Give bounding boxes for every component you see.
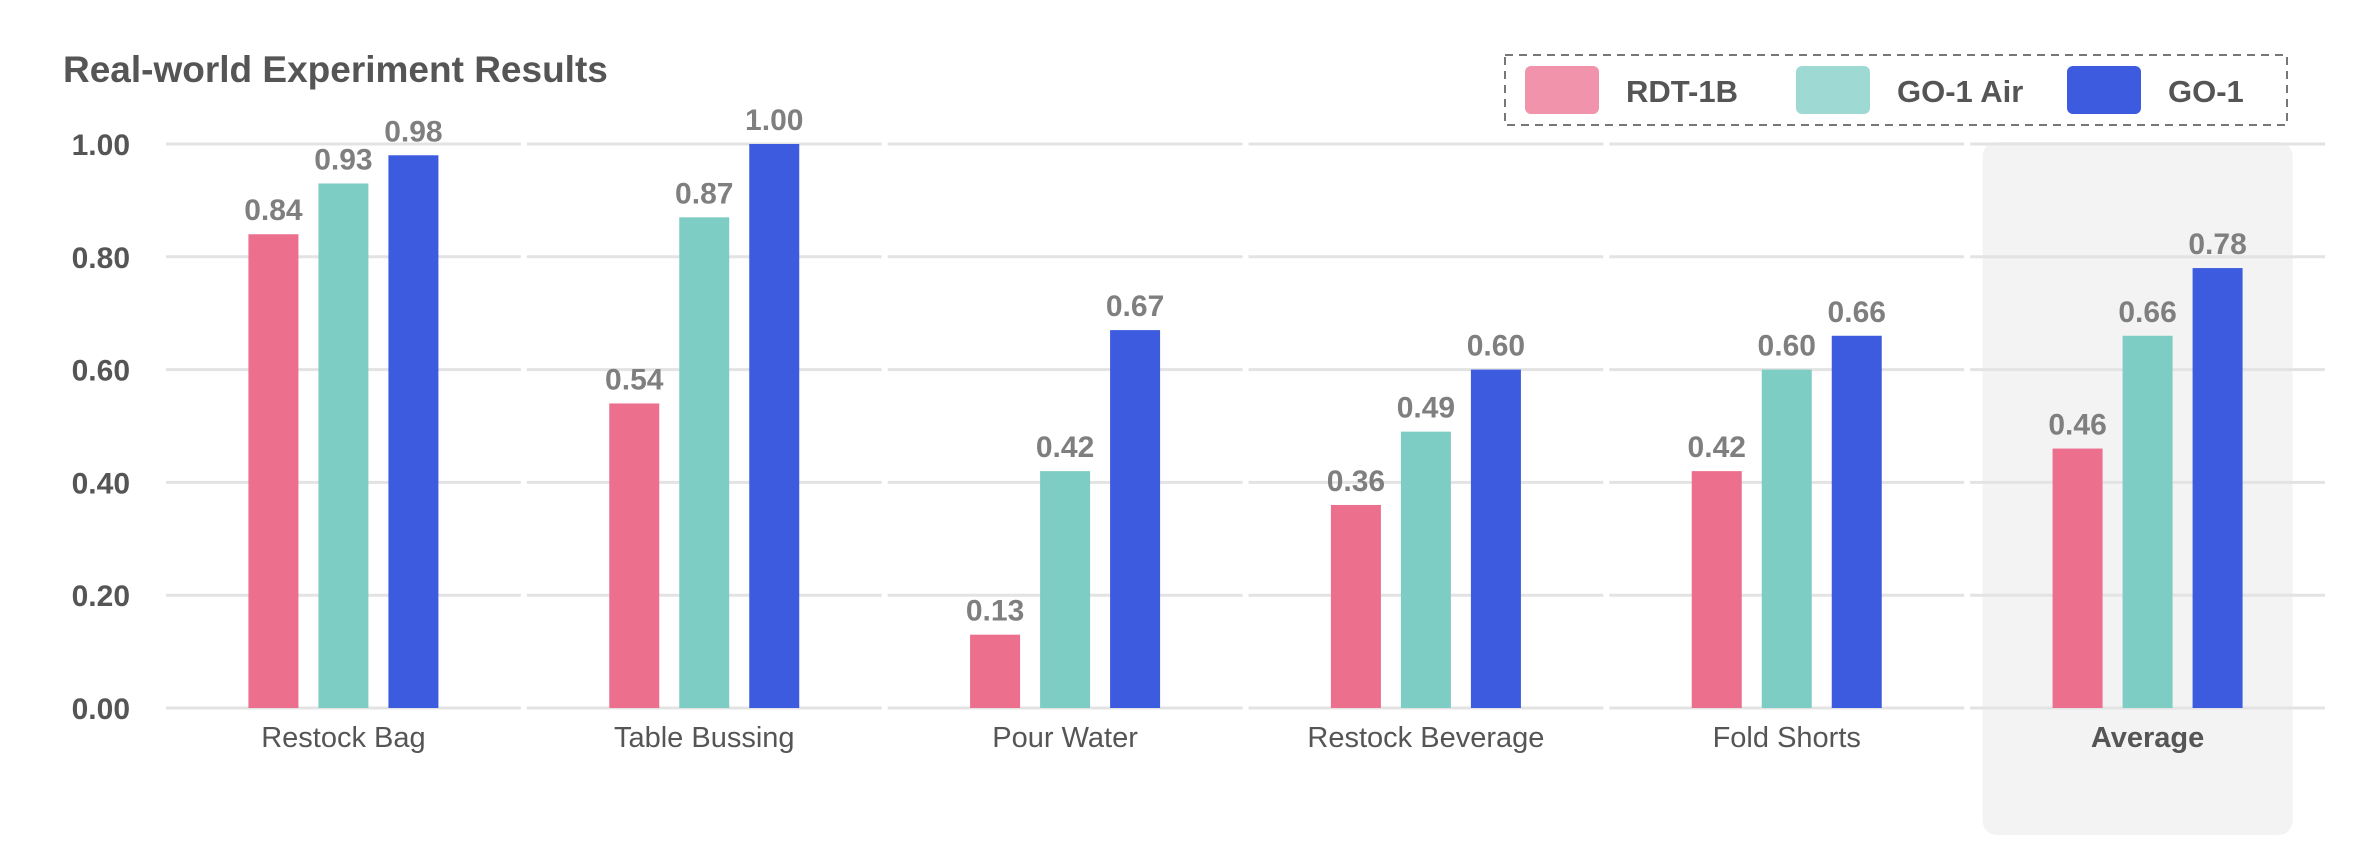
y-tick-label: 0.80 <box>72 242 130 275</box>
bar-rdt-1b <box>2052 448 2103 708</box>
x-tick-label: Pour Water <box>992 722 1138 754</box>
x-tick-label: Restock Bag <box>261 722 425 754</box>
x-tick-label: Table Bussing <box>614 722 795 754</box>
data-label: 0.78 <box>2188 228 2246 261</box>
x-tick-label: Restock Beverage <box>1307 722 1544 754</box>
y-tick-label: 0.20 <box>72 580 130 613</box>
data-label: 0.60 <box>1467 330 1525 363</box>
data-label: 0.42 <box>1688 431 1746 464</box>
data-label: 0.54 <box>605 363 664 396</box>
data-label: 0.66 <box>1828 296 1886 329</box>
legend: RDT-1B GO-1 Air GO-1 <box>1504 54 2288 126</box>
data-label: 0.60 <box>1758 330 1816 363</box>
bar-rdt-1b <box>970 634 1021 708</box>
legend-label: GO-1 Air <box>1897 74 2023 109</box>
data-label: 0.42 <box>1036 431 1094 464</box>
bar-rdt-1b <box>248 234 299 709</box>
data-label: 0.87 <box>675 177 733 210</box>
legend-swatch <box>1796 66 1870 114</box>
y-tick-label: 0.40 <box>72 467 130 500</box>
legend-swatch <box>2067 66 2141 114</box>
data-label: 0.66 <box>2118 296 2176 329</box>
bar-rdt-1b <box>609 403 660 708</box>
data-label: 0.36 <box>1327 465 1385 498</box>
bar-go-1-air <box>679 217 730 708</box>
data-label: 0.46 <box>2048 409 2106 442</box>
y-tick-label: 0.00 <box>72 693 130 726</box>
legend-border <box>1504 54 2288 126</box>
bar-go-1-air <box>1761 369 1812 708</box>
bar-go-1-air <box>318 183 369 709</box>
x-tick-label: Fold Shorts <box>1713 722 1861 754</box>
y-tick-label: 0.60 <box>72 355 130 388</box>
bar-go-1-air <box>2122 335 2173 708</box>
legend-label: RDT-1B <box>1626 74 1738 109</box>
data-label: 1.00 <box>745 104 803 137</box>
bar-go-1-air <box>1400 431 1451 708</box>
chart-title: Real-world Experiment Results <box>63 49 608 90</box>
bar-go-1 <box>749 144 800 708</box>
bar-rdt-1b <box>1330 504 1381 708</box>
bar-rdt-1b <box>1691 471 1742 708</box>
data-label: 0.84 <box>244 194 303 227</box>
legend-swatch <box>1525 66 1599 114</box>
data-label: 0.49 <box>1397 392 1455 425</box>
data-label: 0.13 <box>966 595 1024 628</box>
y-tick-label: 1.00 <box>72 129 130 162</box>
bar-go-1 <box>1831 335 1882 708</box>
data-label: 0.93 <box>314 143 372 176</box>
data-label: 0.98 <box>384 115 442 148</box>
legend-label: GO-1 <box>2168 74 2244 109</box>
bar-go-1 <box>1110 330 1161 708</box>
bar-go-1-air <box>1040 471 1091 708</box>
bar-go-1 <box>388 155 439 708</box>
x-tick-label: Average <box>2091 722 2204 754</box>
data-label: 0.67 <box>1106 290 1164 323</box>
bar-go-1 <box>1470 369 1521 708</box>
bar-go-1 <box>2192 268 2243 708</box>
